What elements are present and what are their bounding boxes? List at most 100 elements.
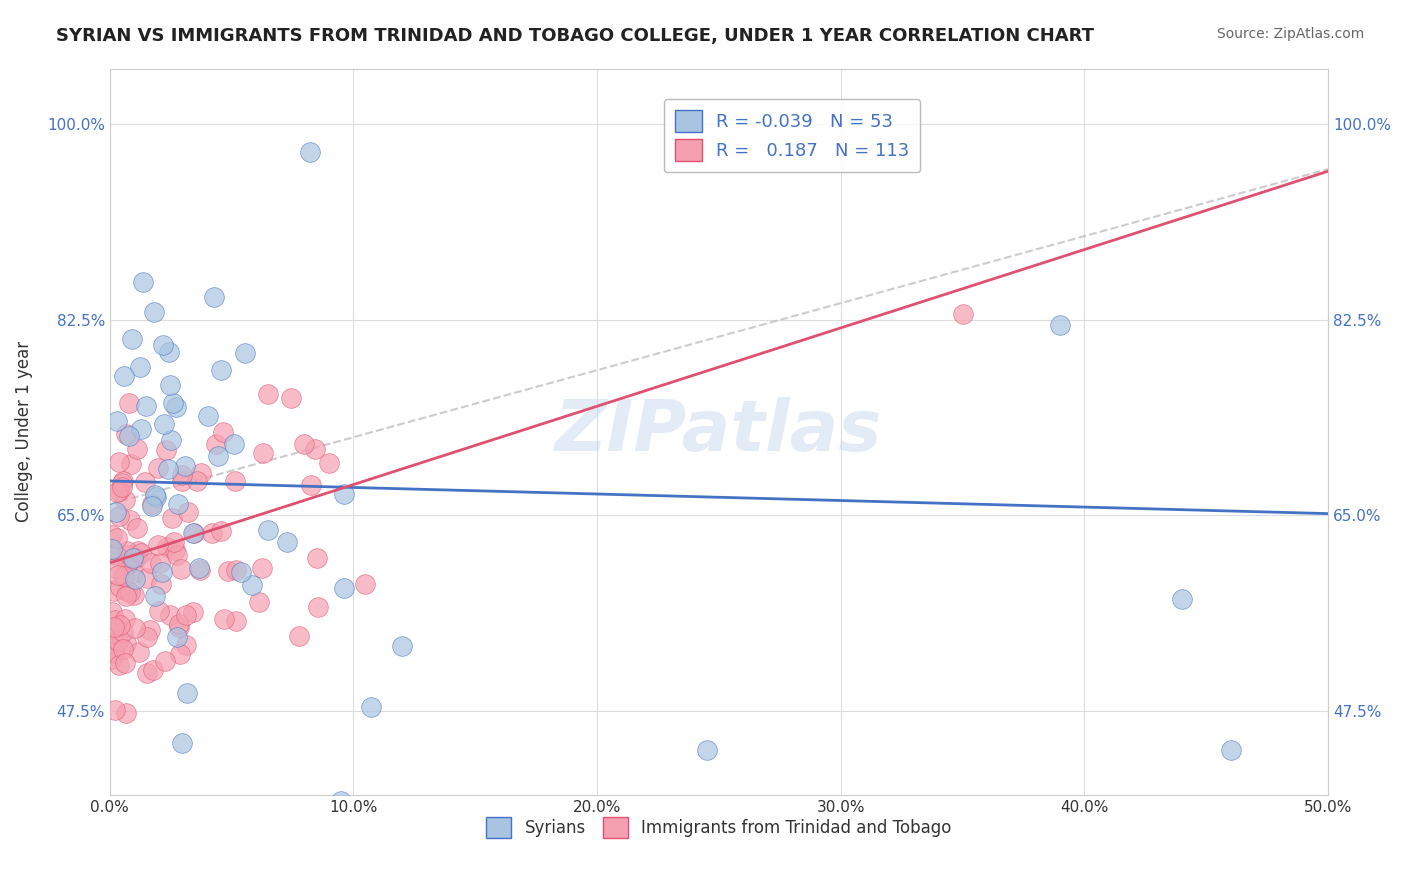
Text: SYRIAN VS IMMIGRANTS FROM TRINIDAD AND TOBAGO COLLEGE, UNDER 1 YEAR CORRELATION : SYRIAN VS IMMIGRANTS FROM TRINIDAD AND T… [56,27,1094,45]
Point [391,639,413,653]
Point [257,387,280,401]
Point [135,665,157,680]
Point [142,663,165,677]
Point [128,645,150,659]
Point [107,634,129,648]
Point [305,551,328,566]
Point [112,624,135,639]
Point [165,401,187,415]
Point [146,461,169,475]
Point [111,642,134,657]
Point [117,548,139,562]
Point [103,626,125,640]
Point [224,474,246,488]
Point [160,434,183,448]
Point [110,475,132,490]
Point [298,145,321,160]
Point [150,576,173,591]
Point [115,427,138,442]
Point [188,560,211,574]
Point [129,422,152,436]
Point [166,630,188,644]
Point [107,455,129,469]
Point [114,612,136,626]
Point [107,508,129,523]
Point [329,794,352,808]
Point [156,541,179,555]
Point [122,588,145,602]
Point [170,562,193,576]
Point [105,485,128,500]
Point [103,641,125,656]
Point [174,607,197,622]
Point [153,417,176,431]
Point [103,613,125,627]
Point [170,736,193,750]
Point [145,491,167,505]
Point [209,524,232,539]
Point [176,686,198,700]
Point [120,457,142,471]
Point [138,623,160,637]
Point [141,500,163,514]
Point [159,607,181,622]
Point [222,436,245,450]
Point [104,561,127,575]
Text: Source: ZipAtlas.com: Source: ZipAtlas.com [1216,27,1364,41]
Point [103,620,125,634]
Point [152,338,174,352]
Point [111,479,134,493]
Point [167,617,190,632]
Point [163,543,186,558]
Point [124,572,146,586]
Point [105,531,128,545]
Point [125,551,148,566]
Y-axis label: College, Under 1 year: College, Under 1 year [15,341,32,522]
Point [114,656,136,670]
Point [212,425,235,439]
Point [148,604,170,618]
Point [183,605,205,619]
Point [112,569,135,583]
Point [149,556,172,570]
Point [127,544,149,558]
Point [1219,743,1241,757]
Point [225,563,247,577]
Point [115,583,138,598]
Point [122,551,145,566]
Point [124,621,146,635]
Point [1049,318,1071,333]
Point [307,599,329,614]
Point [354,577,377,591]
Point [174,638,197,652]
Point [172,467,194,482]
Point [118,585,141,599]
Point [115,544,138,558]
Point [318,456,340,470]
Point [696,743,718,757]
Point [141,497,163,511]
Point [131,546,153,560]
Point [125,442,148,457]
Point [197,409,219,424]
Point [250,561,273,575]
Point [276,535,298,549]
Point [115,636,138,650]
Text: ZIPatlas: ZIPatlas [555,397,883,467]
Point [952,307,974,321]
Point [169,647,191,661]
Point [209,363,232,377]
Point [115,589,138,603]
Point [121,332,143,346]
Point [288,628,311,642]
Point [143,589,166,603]
Point [201,525,224,540]
Point [172,475,194,489]
Point [159,377,181,392]
Point [129,360,152,375]
Point [204,436,226,450]
Point [108,580,131,594]
Point [233,346,256,360]
Point [186,475,208,489]
Point [304,442,326,457]
